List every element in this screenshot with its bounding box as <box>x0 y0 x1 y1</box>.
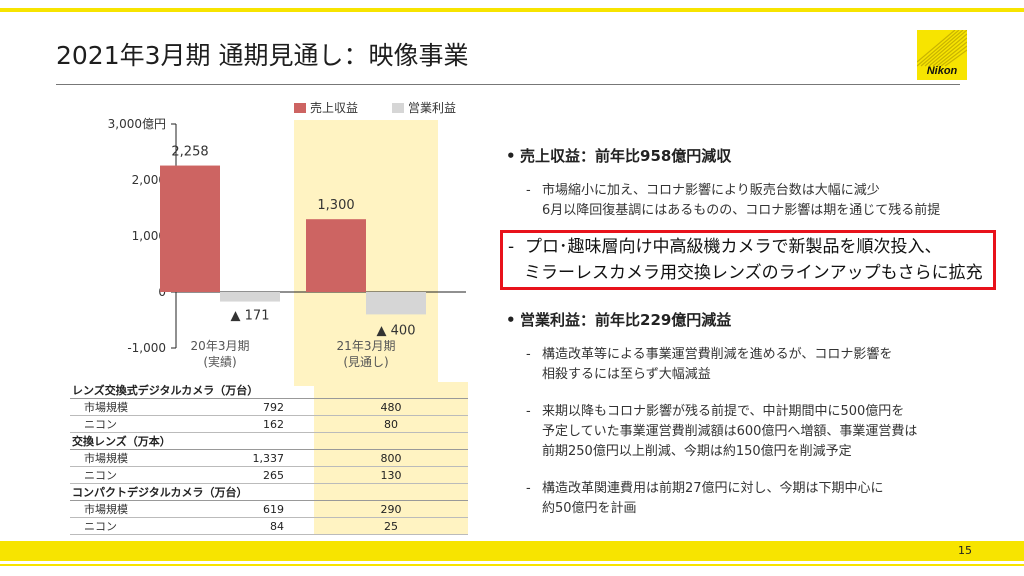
data-label: 1,300 <box>317 198 354 213</box>
table-row: ニコン 265 130 <box>70 466 468 484</box>
title-divider <box>56 84 960 85</box>
row-name: ニコン <box>70 466 224 484</box>
profit-heading: • 営業利益：前年比229億円減益 <box>506 309 731 330</box>
table-group-filler <box>314 432 468 450</box>
row-value-fy21: 290 <box>314 500 468 518</box>
highlight-text-1: プロ･趣味層向け中高級機カメラで新製品を順次投入、 <box>524 237 942 257</box>
row-value-fy21: 25 <box>314 517 468 535</box>
row-value-fy21: 800 <box>314 449 468 467</box>
legend-swatch <box>294 103 306 113</box>
row-value-fy20: 84 <box>224 517 314 535</box>
table-group-title: コンパクトデジタルカメラ（万台） <box>70 483 314 501</box>
table-group-filler <box>314 382 468 399</box>
table-group-row: コンパクトデジタルカメラ（万台） <box>70 483 468 501</box>
table-group-filler <box>314 483 468 501</box>
profit-item-2-line-3: 前期250億円以上削減、今期は約150億円を削減予定 <box>542 444 852 459</box>
nikon-logo: Nikon <box>917 30 967 80</box>
legend-label: 営業利益 <box>408 101 456 115</box>
top-accent-bar <box>0 8 1024 12</box>
row-name: 市場規模 <box>70 500 224 518</box>
profit-item-3-line-2: 約50億円を計画 <box>542 501 637 516</box>
table-group-title: 交換レンズ（万本） <box>70 432 314 450</box>
data-label: 2,258 <box>171 145 208 160</box>
row-value-fy21: 130 <box>314 466 468 484</box>
profit-heading-text: 営業利益：前年比229億円減益 <box>520 311 732 329</box>
highlight-line-1: - プロ･趣味層向け中高級機カメラで新製品を順次投入、 <box>508 234 941 260</box>
revenue-item-1-line-2: 6月以降回復基調にはあるものの、コロナ影響は期を通じて残る前提 <box>542 203 941 218</box>
bar-revenue-0 <box>160 165 220 292</box>
row-value-fy20: 265 <box>224 466 314 484</box>
data-label: ▲ 400 <box>377 323 416 338</box>
profit-item-1-line-1: 構造改革等による事業運営費削減を進めるが、コロナ影響を <box>542 347 893 362</box>
revenue-heading-text: 売上収益：前年比958億円減収 <box>520 147 732 165</box>
dash: - <box>526 404 531 419</box>
profit-item-2-line-2: 予定していた事業運営費削減額は600億円へ増額、事業運営費は <box>542 424 918 439</box>
y-tick-label: 1,000 <box>132 229 166 243</box>
row-value-fy21: 480 <box>314 398 468 416</box>
table-row: 市場規模 619 290 <box>70 500 468 518</box>
table-group-row: レンズ交換式デジタルカメラ（万台） <box>70 382 468 399</box>
row-value-fy20: 1,337 <box>224 449 314 467</box>
y-tick-label: 2,000 <box>132 173 166 187</box>
bullet-dot: • <box>506 311 516 329</box>
bottom-rule <box>0 564 1024 566</box>
dash: - <box>526 347 531 362</box>
row-value-fy20: 619 <box>224 500 314 518</box>
y-tick-label: 3,000億円 <box>108 117 166 131</box>
revenue-item-1-line-1: 市場縮小に加え、コロナ影響により販売台数は大幅に減少 <box>542 183 880 198</box>
profit-item-2-line-1: 来期以降もコロナ影響が残る前提で、中計期間中に500億円を <box>542 404 905 419</box>
revenue-heading: • 売上収益：前年比958億円減収 <box>506 145 731 166</box>
category-label-line-1: 20年3月期 <box>191 339 250 353</box>
highlight-line-2: ミラーレスカメラ用交換レンズのラインアップもさらに拡充 <box>524 263 983 283</box>
data-label: ▲ 171 <box>231 309 270 324</box>
table-group-title: レンズ交換式デジタルカメラ（万台） <box>70 382 314 399</box>
profit-item-1-line-2: 相殺するには至らず大幅減益 <box>542 367 711 382</box>
category-label-line-2: (実績) <box>203 354 236 369</box>
bullet-dot: • <box>506 147 516 165</box>
legend-label: 売上収益 <box>310 100 358 115</box>
table-row: ニコン 84 25 <box>70 517 468 535</box>
dash: - <box>508 237 515 257</box>
highlight-box <box>500 230 996 290</box>
legend-swatch <box>392 103 404 113</box>
table-row: 市場規模 1,337 800 <box>70 449 468 467</box>
market-table: レンズ交換式デジタルカメラ（万台） 市場規模 792 480 ニコン 162 80 交換レンズ… <box>70 382 468 535</box>
page-title: 2021年3月期 通期見通し：映像事業 <box>56 41 469 70</box>
table-group-row: 交換レンズ（万本） <box>70 432 468 450</box>
table-row: ニコン 162 80 <box>70 415 468 433</box>
row-value-fy20: 792 <box>224 398 314 416</box>
bottom-accent-bar <box>0 541 1024 561</box>
row-name: ニコン <box>70 415 224 433</box>
category-label-line-2: (見通し) <box>343 355 388 369</box>
row-name: ニコン <box>70 517 224 535</box>
logo-wordmark: Nikon <box>926 65 958 77</box>
category-label-line-1: 21年3月期 <box>337 339 396 353</box>
dash: - <box>526 183 531 198</box>
profit-item-3-line-1: 構造改革関連費用は前期27億円に対し、今期は下期中心に <box>542 481 884 496</box>
y-tick-label: -1,000 <box>127 341 166 355</box>
bar-profit-0 <box>220 292 280 302</box>
row-name: 市場規模 <box>70 449 224 467</box>
table-row: 市場規模 792 480 <box>70 398 468 416</box>
bar-revenue-1 <box>306 219 366 292</box>
page-number: 15 <box>958 544 972 557</box>
row-name: 市場規模 <box>70 398 224 416</box>
bar-profit-1 <box>366 292 426 315</box>
row-value-fy20: 162 <box>224 415 314 433</box>
row-value-fy21: 80 <box>314 415 468 433</box>
dash: - <box>526 481 531 496</box>
